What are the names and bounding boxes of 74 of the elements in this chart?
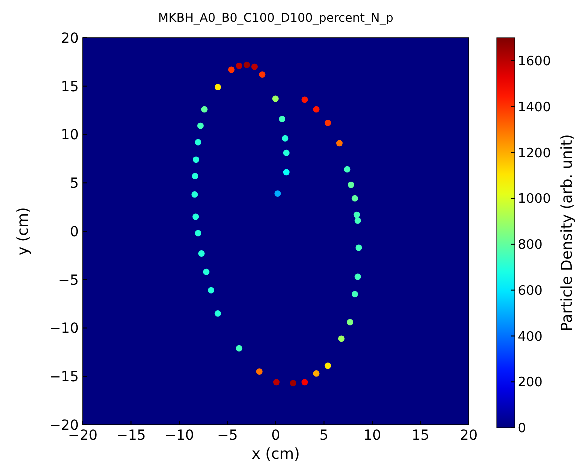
point bbox=[313, 370, 320, 377]
x-tick-label: 20 bbox=[460, 428, 478, 444]
chart-title: MKBH_A0_B0_C100_D100_percent_N_p bbox=[158, 11, 394, 25]
point bbox=[252, 64, 258, 70]
x-tick-label: 10 bbox=[364, 428, 382, 444]
color-bar-label: 600 bbox=[518, 284, 543, 299]
point bbox=[336, 140, 343, 147]
y-tick-label: 0 bbox=[70, 224, 79, 240]
y-tick-label: 15 bbox=[61, 79, 79, 96]
y-tick-label: −20 bbox=[49, 418, 79, 434]
color-bar-label: 800 bbox=[518, 238, 543, 254]
y-axis-title: y (cm) bbox=[14, 207, 32, 256]
point bbox=[344, 166, 351, 173]
point bbox=[356, 244, 362, 252]
point bbox=[352, 195, 358, 202]
color-bar-label: 1400 bbox=[518, 100, 552, 116]
point bbox=[352, 291, 358, 298]
point bbox=[282, 135, 289, 142]
point bbox=[354, 274, 362, 280]
y-tick-label: 20 bbox=[61, 30, 79, 47]
point bbox=[354, 218, 362, 224]
x-tick-label: 15 bbox=[412, 428, 430, 444]
x-tick-label: −10 bbox=[164, 428, 194, 444]
x-tick-label: −15 bbox=[116, 428, 146, 444]
point bbox=[256, 368, 263, 375]
point bbox=[324, 362, 332, 370]
x-tick-label: 0 bbox=[272, 428, 280, 444]
point bbox=[198, 250, 205, 257]
point bbox=[192, 173, 199, 180]
y-tick-label: −15 bbox=[49, 370, 79, 386]
point bbox=[214, 310, 222, 317]
point bbox=[274, 190, 282, 197]
point bbox=[192, 214, 200, 220]
color-bar-label: 400 bbox=[518, 330, 543, 345]
point bbox=[244, 62, 250, 68]
point bbox=[313, 106, 320, 113]
point bbox=[198, 122, 204, 130]
y-tick-label: 10 bbox=[61, 128, 79, 144]
color-bar-label: 200 bbox=[518, 376, 543, 391]
color-bar-label: 1200 bbox=[518, 146, 552, 162]
point bbox=[302, 96, 308, 104]
point bbox=[236, 345, 243, 352]
point bbox=[228, 66, 235, 74]
point bbox=[203, 268, 210, 276]
point bbox=[348, 182, 354, 188]
point bbox=[193, 156, 200, 164]
x-axis-title: x (cm) bbox=[252, 445, 300, 463]
color-bar-title: Particle Density (arb. unit) bbox=[558, 134, 576, 332]
point bbox=[272, 96, 279, 102]
color-bar-label: 1600 bbox=[518, 54, 552, 70]
y-tick-label: −5 bbox=[58, 272, 79, 289]
point bbox=[214, 84, 222, 91]
point bbox=[201, 106, 208, 113]
point bbox=[283, 169, 290, 176]
y-tick-label: 5 bbox=[70, 176, 79, 192]
point bbox=[259, 72, 266, 78]
point bbox=[302, 379, 308, 386]
point bbox=[354, 212, 360, 218]
x-tick-label: −5 bbox=[217, 428, 238, 444]
point bbox=[338, 336, 345, 342]
point bbox=[208, 287, 215, 294]
x-tick-label: 5 bbox=[320, 428, 329, 444]
color-bar-label: 1000 bbox=[518, 192, 552, 208]
point bbox=[324, 120, 332, 126]
point bbox=[347, 319, 354, 326]
point bbox=[279, 116, 286, 122]
point bbox=[192, 192, 198, 198]
point bbox=[283, 150, 290, 156]
point bbox=[195, 139, 202, 146]
point bbox=[236, 62, 243, 70]
point bbox=[195, 230, 202, 237]
point bbox=[290, 380, 297, 387]
y-tick-label: −10 bbox=[49, 321, 79, 338]
point bbox=[273, 379, 280, 386]
